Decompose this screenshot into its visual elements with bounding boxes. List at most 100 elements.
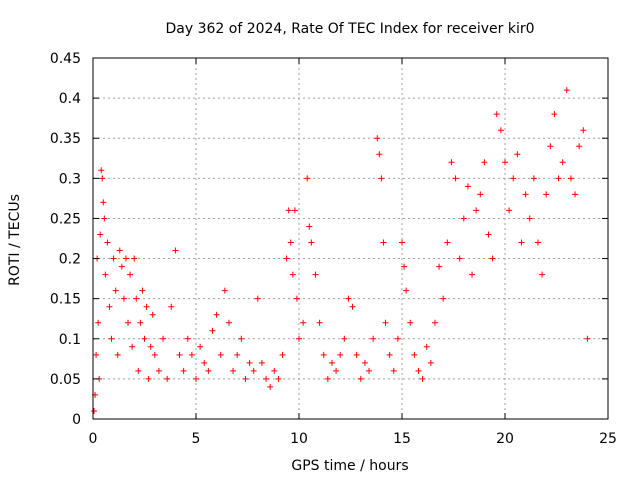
data-point <box>324 375 331 382</box>
data-point <box>510 175 517 182</box>
data-point <box>502 159 508 166</box>
data-point <box>407 319 414 326</box>
data-point <box>225 319 232 326</box>
data-point <box>108 335 115 342</box>
data-point <box>399 239 405 246</box>
data-point <box>419 375 426 382</box>
data-point <box>555 175 562 182</box>
data-point <box>209 327 216 334</box>
data-point <box>296 335 302 342</box>
data-point <box>436 263 443 270</box>
y-tick-label: 0.2 <box>59 252 81 268</box>
y-tick-labels: 0 0.05 0.1 0.15 0.2 0.25 0.3 0.35 0.4 0.45 <box>50 51 81 428</box>
data-point <box>258 359 265 366</box>
data-point <box>366 367 373 374</box>
data-point <box>116 247 123 254</box>
data-point <box>279 351 286 358</box>
data-point <box>164 375 171 382</box>
data-point <box>143 303 150 310</box>
data-point <box>101 215 108 222</box>
x-tick-label: 15 <box>393 431 411 447</box>
data-point <box>539 271 546 278</box>
data-point <box>120 295 127 302</box>
data-point <box>180 367 187 374</box>
data-point <box>390 367 397 374</box>
data-point <box>370 335 377 342</box>
data-point <box>201 359 208 366</box>
data-point <box>320 351 327 358</box>
data-point <box>316 319 323 326</box>
data-point <box>361 359 368 366</box>
data-point <box>530 175 537 182</box>
data-point <box>102 271 109 278</box>
data-point <box>234 351 241 358</box>
data-point <box>289 271 296 278</box>
data-point <box>376 151 383 158</box>
data-point <box>160 335 167 342</box>
data-point <box>333 367 340 374</box>
data-point <box>293 295 300 302</box>
data-point <box>506 207 513 214</box>
data-point <box>110 255 117 262</box>
grid-lines <box>93 58 608 419</box>
data-point <box>452 175 459 182</box>
data-point <box>99 175 106 182</box>
data-point <box>415 367 422 374</box>
data-point <box>95 319 102 326</box>
y-axis-label: ROTI / TECUs <box>7 194 23 286</box>
data-point <box>104 239 111 246</box>
data-point <box>238 335 245 342</box>
data-point <box>300 319 307 326</box>
data-point <box>100 199 107 206</box>
data-point <box>197 343 204 350</box>
data-point <box>328 359 335 366</box>
axis-ticks <box>92 57 609 420</box>
data-point <box>567 175 574 182</box>
data-point <box>168 303 175 310</box>
data-point <box>285 207 292 214</box>
x-tick-label: 10 <box>290 431 308 447</box>
data-point <box>423 343 430 350</box>
chart-title: Day 362 of 2024, Rate Of TEC Index for r… <box>165 21 534 37</box>
data-point <box>137 319 144 326</box>
data-point <box>267 383 274 390</box>
x-tick-labels: 0 5 10 15 20 25 <box>89 431 617 447</box>
data-point <box>139 287 146 294</box>
data-point <box>131 255 138 262</box>
data-point <box>230 367 237 374</box>
data-point <box>386 351 393 358</box>
data-point <box>349 303 356 310</box>
data-point <box>118 263 125 270</box>
data-point <box>473 207 480 214</box>
data-point <box>584 335 591 342</box>
data-point <box>250 367 257 374</box>
data-point <box>431 319 438 326</box>
plot-frame <box>92 57 609 420</box>
data-point <box>112 287 119 294</box>
data-point <box>374 135 381 142</box>
y-tick-label: 0.1 <box>59 332 81 348</box>
data-point <box>188 351 195 358</box>
data-point <box>572 191 579 198</box>
y-tick-label: 0.15 <box>50 292 81 308</box>
data-point <box>337 351 344 358</box>
data-point <box>469 271 476 278</box>
data-point <box>357 375 364 382</box>
data-point <box>481 159 488 166</box>
data-point <box>172 247 179 254</box>
data-point <box>543 191 550 198</box>
x-tick-label: 0 <box>89 431 98 447</box>
data-marks <box>91 87 591 414</box>
data-point <box>345 295 352 302</box>
data-point <box>98 167 105 174</box>
data-point <box>497 127 504 134</box>
data-point <box>534 239 541 246</box>
data-point <box>91 407 98 414</box>
data-point <box>514 151 521 158</box>
data-point <box>147 343 154 350</box>
data-point <box>221 287 228 294</box>
x-tick-label: 20 <box>496 431 514 447</box>
data-point <box>145 375 152 382</box>
y-tick-label: 0.25 <box>50 211 81 227</box>
data-point <box>444 239 451 246</box>
